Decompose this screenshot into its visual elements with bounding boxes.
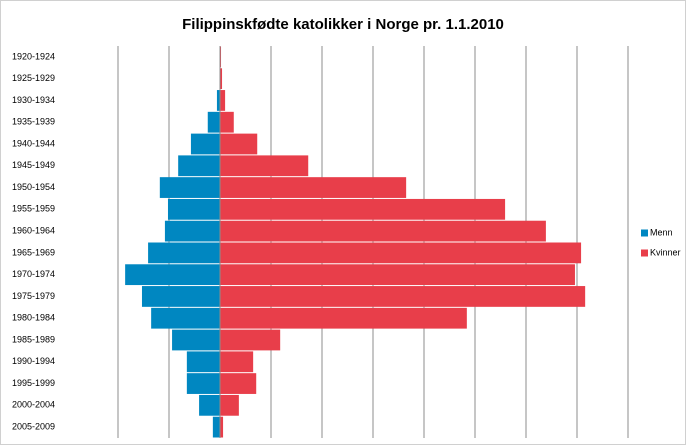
y-tick-label: 1975-1979	[12, 291, 55, 301]
bar	[220, 68, 223, 90]
bar	[220, 155, 309, 177]
bar	[125, 264, 220, 286]
bar	[207, 111, 220, 133]
bar	[220, 242, 582, 264]
y-tick-label: 1925-1929	[12, 73, 55, 83]
y-tick-label: 1955-1959	[12, 204, 55, 214]
y-tick-label: 1920-1924	[12, 51, 55, 61]
bar	[220, 111, 234, 133]
bar	[164, 220, 220, 242]
bar	[172, 329, 220, 351]
bar	[190, 133, 220, 155]
y-tick-label: 1970-1974	[12, 269, 55, 279]
bar	[167, 198, 220, 220]
bar	[216, 90, 220, 111]
legend-swatch	[641, 229, 648, 237]
y-tick-label: 2005-2009	[12, 421, 55, 431]
y-tick-label: 1940-1944	[12, 138, 55, 148]
bar	[220, 373, 257, 394]
y-tick-label: 1930-1934	[12, 95, 55, 105]
bar	[220, 90, 226, 111]
y-tick-label: 1980-1984	[12, 313, 55, 323]
y-tick-label: 1985-1989	[12, 334, 55, 344]
bar	[220, 220, 546, 242]
bar	[148, 242, 220, 264]
bar	[220, 46, 222, 68]
bar	[220, 198, 506, 220]
bar	[151, 307, 220, 329]
bar	[220, 329, 281, 351]
bar	[178, 155, 220, 177]
bar	[186, 351, 220, 373]
bar	[186, 373, 220, 394]
y-tick-label: 1945-1949	[12, 160, 55, 170]
bar	[220, 286, 586, 307]
bar	[220, 133, 258, 155]
bar	[212, 416, 220, 438]
bar	[220, 416, 224, 438]
legend-swatch	[641, 249, 648, 257]
y-tick-label: 1990-1994	[12, 356, 55, 366]
chart-title: Filippinskfødte katolikker i Norge pr. 1…	[182, 16, 504, 33]
bar	[141, 286, 220, 307]
bar	[159, 177, 220, 198]
y-tick-label: 1995-1999	[12, 378, 55, 388]
bar	[220, 307, 467, 329]
legend-label: Kvinner	[650, 247, 681, 257]
legend-label: Menn	[650, 227, 673, 237]
bar	[220, 177, 407, 198]
y-tick-label: 1950-1954	[12, 182, 55, 192]
y-tick-label: 2000-2004	[12, 400, 55, 410]
bar	[199, 394, 220, 416]
bar	[220, 351, 254, 373]
y-tick-label: 1960-1964	[12, 225, 55, 235]
y-tick-label: 1935-1939	[12, 117, 55, 127]
y-tick-label: 1965-1969	[12, 247, 55, 257]
bar	[220, 264, 575, 286]
bar	[220, 394, 239, 416]
